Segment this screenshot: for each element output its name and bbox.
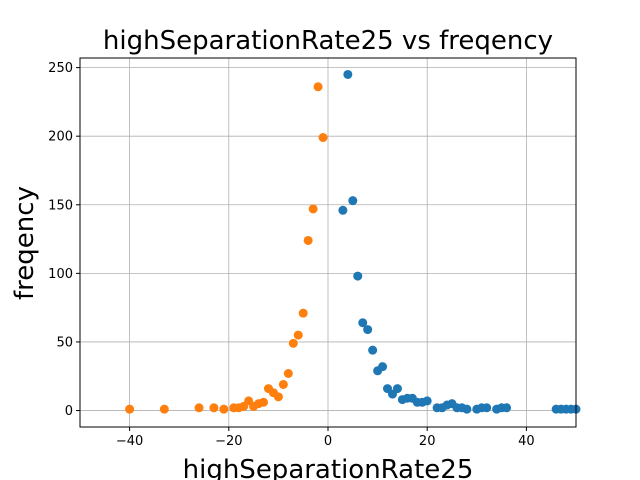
data-point-series-2 — [288, 338, 298, 348]
x-tick-label: −40 — [116, 434, 143, 449]
chart-title: highSeparationRate25 vs freqency — [103, 26, 553, 56]
x-axis-label: highSeparationRate25 — [183, 455, 474, 480]
data-point-series-1 — [422, 396, 432, 406]
y-tick-label: 100 — [48, 267, 73, 282]
data-point-series-1 — [502, 403, 512, 413]
x-tick-label: −20 — [215, 434, 242, 449]
y-tick-label: 250 — [48, 61, 73, 76]
data-point-series-2 — [259, 397, 269, 407]
y-tick-label: 50 — [56, 335, 73, 350]
data-point-series-1 — [363, 325, 373, 335]
x-tick-label: 40 — [518, 434, 535, 449]
data-point-series-2 — [159, 404, 169, 414]
y-tick-label: 0 — [65, 404, 73, 419]
data-point-series-2 — [125, 404, 135, 414]
data-point-series-2 — [219, 404, 229, 414]
x-tick-label: 0 — [324, 434, 332, 449]
data-point-series-1 — [343, 69, 353, 79]
data-point-series-1 — [462, 404, 472, 414]
data-point-series-1 — [392, 384, 402, 394]
y-axis-label: freqency — [10, 186, 40, 300]
data-point-series-2 — [303, 235, 313, 245]
data-point-series-2 — [298, 308, 308, 318]
axis-ticks: −40 −20 0 20 40 0 50 100 150 200 250 — [48, 61, 535, 449]
data-point-series-1 — [368, 345, 378, 355]
data-point-series-1 — [358, 318, 368, 328]
data-point-series-2 — [293, 330, 303, 340]
data-points — [125, 69, 581, 414]
data-point-series-2 — [194, 403, 204, 413]
data-point-series-1 — [482, 403, 492, 413]
data-point-series-2 — [313, 82, 323, 92]
data-point-series-2 — [308, 204, 318, 214]
data-point-series-2 — [278, 379, 288, 389]
y-tick-label: 200 — [48, 130, 73, 145]
data-point-series-2 — [318, 133, 328, 143]
x-tick-label: 20 — [419, 434, 436, 449]
data-point-series-1 — [353, 271, 363, 281]
data-point-series-1 — [378, 362, 388, 372]
data-point-series-1 — [348, 196, 358, 206]
data-point-series-1 — [338, 205, 348, 215]
data-point-series-2 — [209, 403, 219, 413]
data-point-series-2 — [273, 392, 283, 402]
data-point-series-2 — [283, 369, 293, 379]
y-tick-label: 150 — [48, 198, 73, 213]
